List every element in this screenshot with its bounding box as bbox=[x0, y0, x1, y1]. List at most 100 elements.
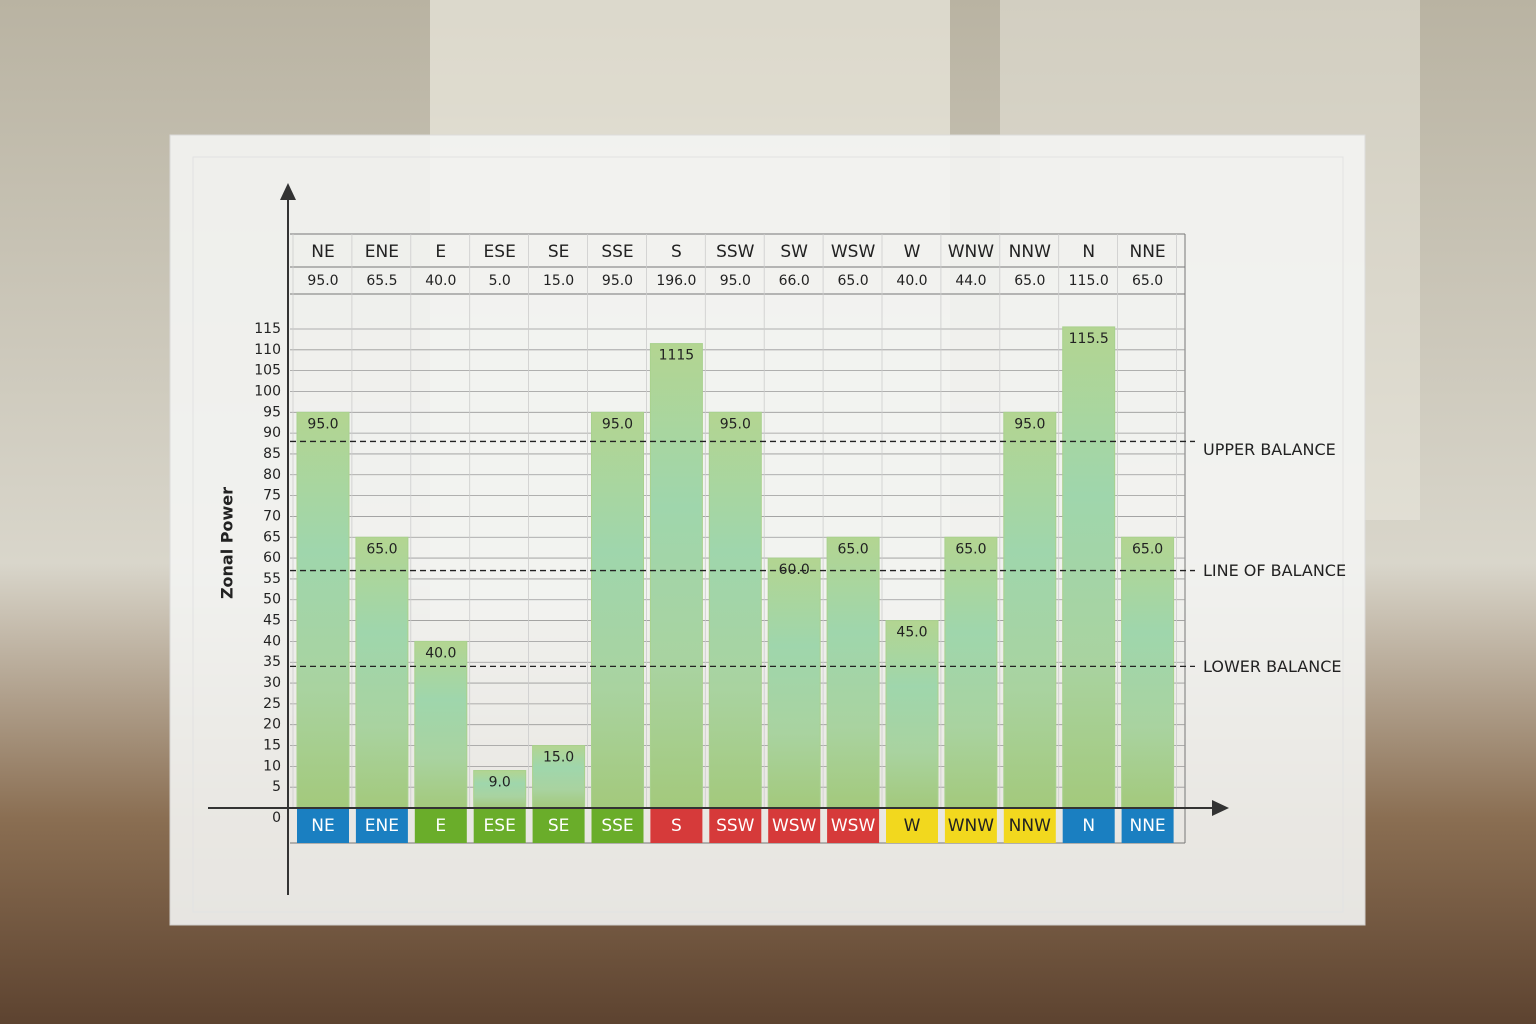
zone-label-bg bbox=[768, 809, 821, 843]
y-tick-label: 15 bbox=[263, 738, 281, 754]
header-value: 66.0 bbox=[779, 273, 810, 289]
zone-label-bg bbox=[650, 809, 703, 843]
y-tick-label: 75 bbox=[263, 488, 281, 504]
y-tick-label: 10 bbox=[263, 758, 281, 774]
header-value: 95.0 bbox=[602, 273, 633, 289]
zone-label-bg bbox=[414, 809, 467, 843]
zone-label: SSE bbox=[601, 816, 633, 836]
bar bbox=[355, 536, 409, 809]
zone-label: WSW bbox=[831, 816, 876, 836]
zone-label: ESE bbox=[484, 816, 516, 836]
bar bbox=[414, 640, 468, 809]
header-value: 40.0 bbox=[896, 273, 927, 289]
zone-label-bg bbox=[1062, 809, 1115, 843]
header-value: 15.0 bbox=[543, 273, 574, 289]
zone-label-bg bbox=[355, 809, 408, 843]
header-category: SE bbox=[548, 242, 570, 262]
y-axis-arrow bbox=[280, 183, 296, 200]
header-category: WSW bbox=[831, 242, 876, 262]
header-category: E bbox=[435, 242, 446, 262]
bar bbox=[296, 411, 350, 809]
y-tick-label: 20 bbox=[263, 717, 281, 733]
zone-label-bg bbox=[827, 809, 880, 843]
header-category: N bbox=[1082, 242, 1095, 262]
bar bbox=[649, 343, 703, 809]
y-tick-label: 55 bbox=[263, 571, 281, 587]
header-category: ENE bbox=[365, 242, 399, 262]
bar bbox=[1121, 536, 1175, 809]
zone-label-bg bbox=[591, 809, 644, 843]
bar bbox=[1003, 411, 1057, 809]
zone-label: WNW bbox=[948, 816, 995, 836]
header-value: 5.0 bbox=[489, 273, 511, 289]
y-tick-label: 60 bbox=[263, 550, 281, 566]
value-label: 65.0 bbox=[955, 541, 986, 557]
panel-inner bbox=[192, 156, 1344, 913]
bar bbox=[944, 536, 998, 809]
bar bbox=[885, 620, 939, 809]
value-label: 65.0 bbox=[1132, 541, 1163, 557]
zone-label: WSW bbox=[772, 816, 817, 836]
zone-label-bg bbox=[473, 809, 526, 843]
zone-label: N bbox=[1082, 816, 1095, 836]
bar bbox=[473, 770, 527, 809]
value-label: 95.0 bbox=[307, 416, 338, 432]
reference-label: UPPER BALANCE bbox=[1203, 440, 1336, 459]
y-tick-label: 5 bbox=[272, 779, 281, 795]
header-value: 65.5 bbox=[366, 273, 397, 289]
header-value: 115.0 bbox=[1069, 273, 1109, 289]
value-label: 95.0 bbox=[1014, 416, 1045, 432]
value-label: 9.0 bbox=[489, 775, 511, 791]
value-label: 95.0 bbox=[602, 416, 633, 432]
header-value: 95.0 bbox=[307, 273, 338, 289]
value-label: 65.0 bbox=[366, 541, 397, 557]
zone-label-bg bbox=[1121, 809, 1174, 843]
zone-label: NE bbox=[311, 816, 334, 836]
value-label: 95.0 bbox=[720, 416, 751, 432]
header-category: NNW bbox=[1009, 242, 1051, 262]
header-value: 65.0 bbox=[838, 273, 869, 289]
header-value: 95.0 bbox=[720, 273, 751, 289]
bar bbox=[767, 557, 821, 809]
y-tick-label: 110 bbox=[254, 342, 281, 358]
y-tick-label: 65 bbox=[263, 529, 281, 545]
header-value: 196.0 bbox=[656, 273, 696, 289]
zone-label-bg bbox=[886, 809, 938, 843]
header-value: 44.0 bbox=[955, 273, 986, 289]
x-axis-arrow bbox=[1212, 800, 1229, 816]
zone-label-bg bbox=[532, 809, 585, 843]
value-label: 65.0 bbox=[838, 541, 869, 557]
header-category: NNE bbox=[1130, 242, 1166, 262]
y-tick-label: 0 bbox=[272, 810, 281, 826]
zone-label: E bbox=[435, 816, 446, 836]
header-value: 40.0 bbox=[425, 273, 456, 289]
y-axis-label: Zonal Power bbox=[218, 487, 237, 599]
y-tick-label: 105 bbox=[254, 363, 281, 379]
header-category: SW bbox=[780, 242, 808, 262]
reference-label: LOWER BALANCE bbox=[1203, 657, 1341, 676]
bar bbox=[591, 411, 644, 809]
y-tick-label: 50 bbox=[263, 592, 281, 608]
y-tick-label: 100 bbox=[254, 383, 281, 399]
value-label: 45.0 bbox=[896, 625, 927, 641]
header-category: W bbox=[904, 242, 921, 262]
zone-label: NNE bbox=[1130, 816, 1166, 836]
y-tick-label: 30 bbox=[263, 675, 281, 691]
zone-label: NNW bbox=[1009, 816, 1051, 836]
header-category: S bbox=[671, 242, 682, 262]
y-tick-label: 70 bbox=[263, 508, 281, 524]
bar bbox=[826, 536, 880, 809]
header-value: 65.0 bbox=[1132, 273, 1163, 289]
bar bbox=[1062, 326, 1116, 809]
y-tick-label: 45 bbox=[263, 613, 281, 629]
value-label: 40.0 bbox=[425, 645, 456, 661]
bar bbox=[708, 411, 762, 809]
zone-label-bg bbox=[1003, 809, 1056, 843]
reference-label: LINE OF BALANCE bbox=[1203, 561, 1346, 580]
y-tick-label: 80 bbox=[263, 467, 281, 483]
value-label: 1115 bbox=[659, 348, 695, 364]
header-category: WNW bbox=[948, 242, 995, 262]
y-tick-label: 90 bbox=[263, 425, 281, 441]
